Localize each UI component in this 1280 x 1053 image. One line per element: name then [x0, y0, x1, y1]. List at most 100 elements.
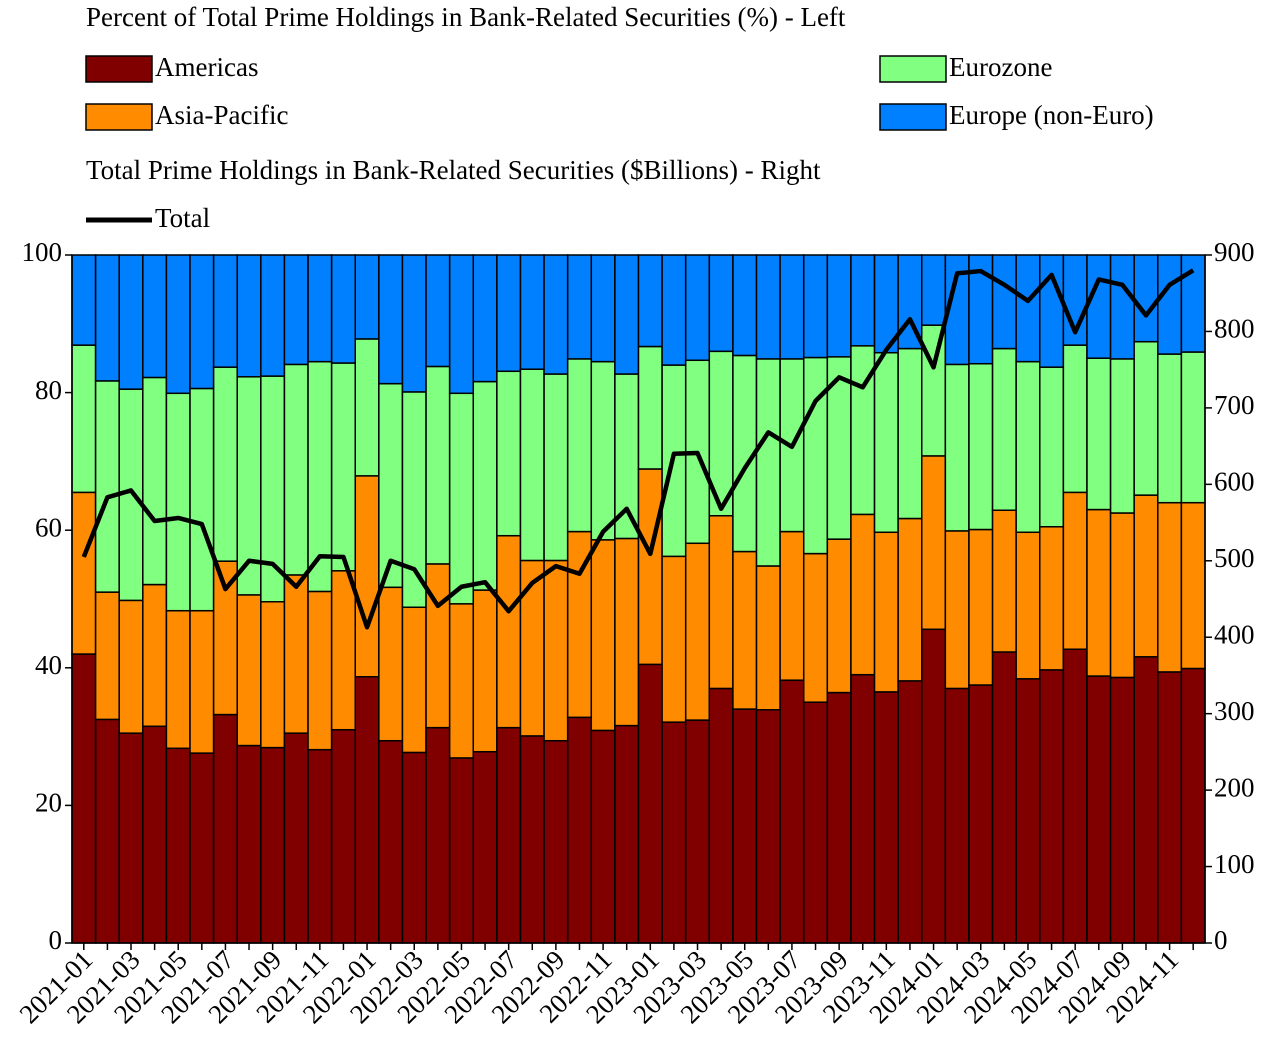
bar-segment: [708, 687, 734, 944]
bar-segment: [850, 513, 876, 676]
bar-segment: [590, 729, 616, 944]
bar-segment: [354, 475, 380, 678]
y-tick-label: 20: [35, 788, 62, 818]
bar-segment: [590, 360, 616, 541]
bar-segment: [496, 254, 522, 373]
bar-segment: [1086, 675, 1112, 944]
bar-segment: [1180, 667, 1206, 944]
bar-segment: [684, 719, 711, 944]
bar-segment: [873, 691, 899, 944]
bar-segment: [519, 254, 545, 370]
bar-segment: [732, 550, 758, 710]
bar-segment: [378, 254, 404, 385]
bar-segment: [1086, 508, 1112, 677]
bar-segment: [189, 752, 215, 944]
bar-segment: [991, 254, 1017, 350]
bar-segment: [614, 724, 640, 944]
bar-segment: [307, 590, 333, 751]
bar-segment: [165, 254, 191, 395]
bar-segment: [448, 392, 475, 605]
bar-segment: [1133, 340, 1159, 496]
bar-segment: [1109, 512, 1135, 679]
legend-label: Eurozone: [949, 52, 1052, 82]
bar-segment: [1109, 254, 1135, 360]
bar-segment: [401, 751, 427, 944]
bar-segment: [354, 675, 380, 944]
bar-segment: [519, 368, 545, 562]
bar-segment: [921, 455, 947, 631]
bar-segment: [189, 609, 215, 754]
bar-segment: [71, 344, 97, 494]
legend-title-left: Percent of Total Prime Holdings in Bank-…: [86, 2, 846, 32]
bar-segment: [755, 254, 781, 360]
bar-segment: [94, 591, 120, 721]
legend-swatch: [85, 103, 153, 131]
bar-segment: [661, 254, 687, 366]
y2-tick-label: 600: [1214, 467, 1255, 497]
bar-segment: [165, 609, 191, 750]
bar-segment: [401, 391, 427, 609]
bar-segment: [142, 376, 168, 586]
bar-segment: [283, 574, 309, 734]
bar-segment: [1015, 360, 1041, 534]
bar-segment: [496, 726, 522, 944]
y2-tick-label: 500: [1214, 543, 1255, 573]
bar-segment: [236, 594, 262, 747]
bar-segment: [826, 691, 852, 944]
bar-segment: [425, 563, 451, 729]
bar-segment: [425, 726, 451, 944]
bar-segment: [637, 254, 663, 348]
bar-segment: [921, 324, 947, 457]
bar-segment: [637, 468, 663, 666]
bar-segment: [330, 362, 357, 572]
bar-segment: [1109, 676, 1135, 944]
bar-segment: [1015, 254, 1041, 363]
y2-tick-label: 100: [1214, 849, 1255, 879]
bar-segment: [661, 721, 687, 944]
bar-segment: [330, 728, 357, 944]
bar-segment: [472, 750, 498, 944]
bar-segment: [354, 254, 380, 340]
y-tick-label: 60: [35, 512, 62, 542]
bar-segment: [684, 542, 711, 721]
bar-segment: [378, 382, 404, 589]
y-tick-label: 40: [35, 650, 62, 680]
y2-tick-label: 700: [1214, 390, 1255, 420]
bar-segment: [543, 254, 569, 375]
bar-segment: [944, 687, 970, 944]
bar-segment: [378, 739, 404, 944]
legend-label: Total: [155, 203, 210, 233]
bar-segment: [94, 380, 120, 593]
bar-segment: [826, 538, 852, 694]
bar-segment: [944, 530, 970, 690]
bar-segment: [850, 254, 876, 347]
bar-segment: [71, 653, 97, 944]
bar-segment: [472, 254, 498, 383]
y2-tick-label: 300: [1214, 696, 1255, 726]
bar-segment: [1062, 344, 1088, 494]
bar-segment: [307, 254, 333, 363]
bar-segment: [1062, 648, 1088, 944]
bar-segment: [118, 254, 144, 390]
bar-segment: [165, 747, 191, 944]
legend-swatch: [879, 55, 947, 83]
bar-segment: [401, 606, 427, 754]
bar-segment: [1086, 254, 1112, 359]
bar-segment: [802, 552, 829, 703]
bar-segment: [236, 744, 262, 944]
bar-segment: [991, 347, 1017, 511]
bar-segment: [708, 254, 734, 353]
bar-segment: [1180, 254, 1206, 353]
bar-segment: [378, 586, 404, 742]
bar-segment: [779, 530, 805, 681]
bar-segment: [118, 599, 144, 734]
bar-segment: [189, 387, 215, 612]
bar-segment: [1157, 353, 1183, 504]
bar-segment: [779, 679, 805, 944]
bar-segment: [944, 363, 970, 532]
bar-segment: [1157, 254, 1183, 355]
bar-segment: [448, 603, 475, 759]
y2-tick-label: 200: [1214, 772, 1255, 802]
